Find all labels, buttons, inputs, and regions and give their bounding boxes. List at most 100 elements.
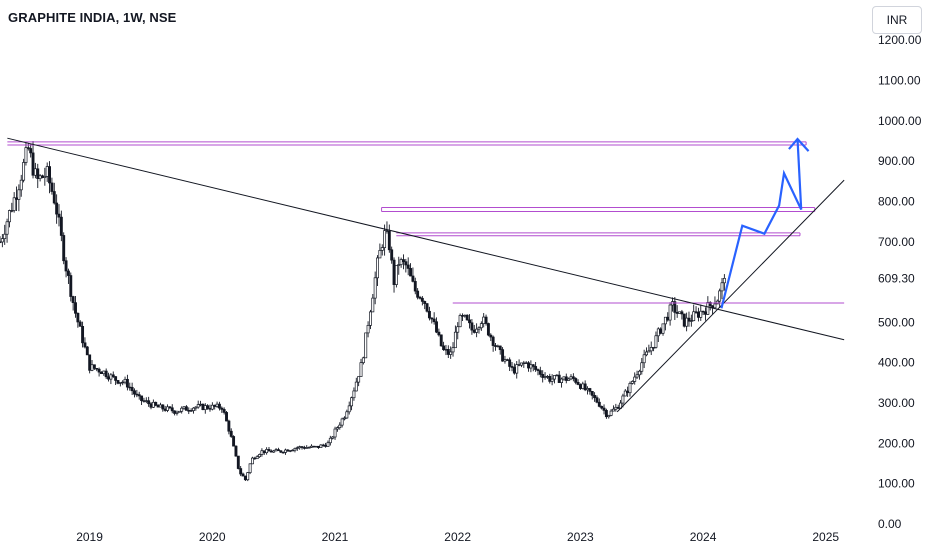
candle-body [654, 335, 658, 348]
candle-body [26, 147, 30, 149]
candle-body [142, 400, 146, 402]
candle-body [5, 221, 9, 235]
candle-body [423, 301, 427, 304]
candle-body [354, 381, 358, 392]
candle-body [524, 362, 528, 364]
projection-layer [720, 137, 810, 309]
candle-body [258, 454, 261, 458]
candle-body [586, 388, 589, 391]
candle-body [652, 346, 656, 349]
candle-body [83, 342, 87, 348]
candle-body [312, 445, 316, 448]
candle-body [479, 323, 483, 329]
candle-body [449, 351, 453, 355]
candle-body [380, 247, 384, 251]
candle-body [512, 367, 516, 374]
candle-body [149, 403, 153, 408]
price-axis[interactable]: 0.00 100.00 200.00 300.00 400.00 500.00 609.30… [878, 33, 922, 531]
candle-body [430, 317, 434, 320]
candle-body [234, 445, 238, 457]
y-tick-label: 1000.00 [878, 114, 922, 128]
candle-body [328, 437, 332, 444]
candle-body [284, 449, 287, 453]
candle-body [522, 362, 526, 365]
candle-body [465, 314, 469, 321]
candle-body [22, 162, 26, 181]
candle-body [564, 376, 568, 381]
candle-body [147, 400, 151, 405]
candle-body [357, 376, 361, 383]
candle-body [420, 297, 424, 302]
candle-body [156, 404, 160, 408]
candle-body [158, 404, 162, 408]
candle-body [305, 447, 309, 449]
candle-body [343, 417, 346, 420]
candle-body [583, 383, 587, 391]
candle-body [208, 408, 212, 410]
candle-body [637, 370, 641, 376]
x-tick-label: 2020 [199, 530, 226, 544]
candle-body [232, 436, 236, 447]
candle-body [562, 376, 566, 380]
candle-body [0, 238, 4, 243]
candle-body [675, 312, 679, 314]
candle-body [307, 447, 311, 449]
candle-body [64, 260, 68, 272]
candle-body [498, 345, 502, 350]
candle-body [137, 394, 141, 397]
candle-body [361, 357, 365, 364]
candle-body [515, 364, 519, 374]
candle-body [678, 311, 681, 314]
ascending-trendline [616, 179, 845, 413]
candle-body [378, 250, 382, 259]
candle-body [701, 310, 705, 313]
time-axis[interactable]: 2019 2020 2021 2022 2023 2024 2025 [76, 530, 839, 544]
candle-body [7, 210, 11, 223]
candle-body [569, 376, 573, 380]
candle-body [491, 336, 495, 346]
candle-body [368, 311, 372, 326]
candle-body [602, 407, 606, 411]
candle-body [432, 318, 436, 323]
candle-body [545, 376, 549, 378]
candle-body [663, 316, 667, 325]
candle-body [241, 473, 245, 477]
candle-body [442, 345, 446, 350]
y-tick-label: 400.00 [878, 356, 915, 370]
candle-body [175, 411, 179, 414]
candle-body [281, 451, 285, 454]
candle-body [81, 326, 85, 344]
candle-body [347, 405, 351, 413]
candle-body [310, 445, 313, 448]
candle-body [317, 445, 320, 448]
x-tick-label: 2021 [322, 530, 349, 544]
candle-body [76, 312, 80, 323]
candle-body [260, 450, 264, 455]
projection-arrow-head [788, 137, 810, 152]
candle-body [319, 444, 323, 448]
candle-body [71, 296, 75, 303]
candle-body [451, 347, 455, 353]
candle-body [107, 376, 110, 380]
x-tick-label: 2019 [76, 530, 103, 544]
candle-body [314, 445, 318, 448]
candle-body [666, 316, 670, 321]
candle-body [722, 277, 726, 284]
candle-body [118, 382, 122, 384]
candle-body [111, 374, 115, 377]
candle-body [505, 359, 509, 361]
candle-body [541, 374, 545, 378]
candle-body [293, 448, 297, 451]
currency-selector[interactable]: INR [872, 6, 922, 34]
candle-body [253, 457, 257, 460]
candle-body [286, 449, 290, 452]
candle-body [62, 235, 66, 262]
candle-body [345, 411, 349, 419]
candle-body [3, 233, 7, 239]
candle-body [633, 376, 637, 382]
candle-body [123, 378, 127, 383]
candle-body [517, 364, 521, 366]
candle-body [161, 404, 165, 410]
